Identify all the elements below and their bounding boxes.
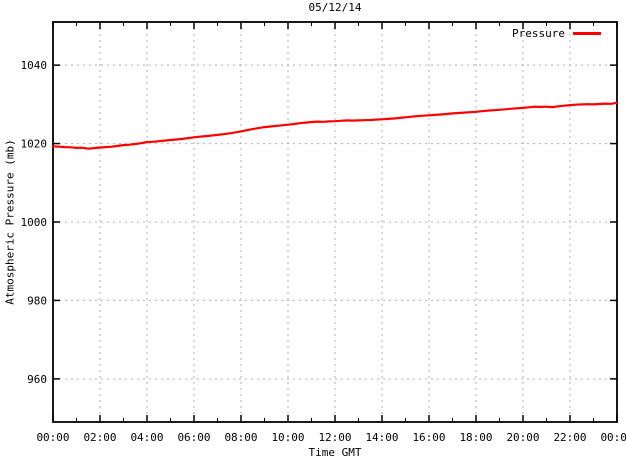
y-tick-label: 980: [27, 294, 47, 307]
x-tick-label: 10:00: [271, 431, 304, 444]
x-tick-label: 06:00: [177, 431, 210, 444]
x-tick-label: 18:00: [459, 431, 492, 444]
legend: Pressure: [512, 27, 601, 40]
x-tick-label: 22:00: [553, 431, 586, 444]
x-tick-label: 00:00: [36, 431, 69, 444]
y-tick-label: 1000: [21, 216, 48, 229]
x-tick-label: 14:00: [365, 431, 398, 444]
y-tick-label: 960: [27, 373, 47, 386]
x-tick-label: 08:00: [224, 431, 257, 444]
x-tick-label: 00:00: [600, 431, 626, 444]
x-tick-label: 04:00: [130, 431, 163, 444]
y-tick-label: 1040: [21, 59, 48, 72]
x-axis-label: Time GMT: [308, 446, 362, 459]
chart-title: 05/12/14: [308, 1, 362, 14]
legend-line-sample: [573, 32, 601, 35]
x-tick-label: 02:00: [83, 431, 116, 444]
legend-label: Pressure: [512, 27, 565, 40]
x-tick-label: 12:00: [318, 431, 351, 444]
x-tick-label: 16:00: [412, 431, 445, 444]
y-tick-label: 1020: [21, 138, 48, 151]
x-tick-label: 20:00: [506, 431, 539, 444]
pressure-series-line: [51, 101, 619, 150]
plot-border: [52, 21, 618, 423]
